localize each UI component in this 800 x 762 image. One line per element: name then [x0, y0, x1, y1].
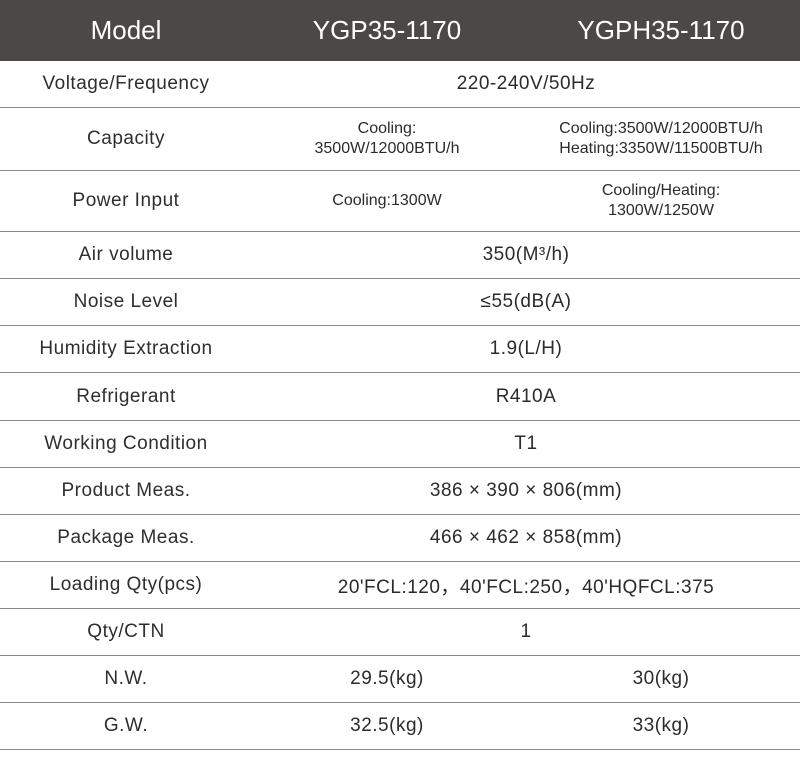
row-value-model-2: Cooling/Heating: 1300W/1250W	[522, 181, 800, 221]
row-label: Loading Qty(pcs)	[49, 574, 203, 595]
table-row: N.W. 29.5(kg) 30(kg)	[0, 656, 800, 703]
row-label: Voltage/Frequency	[42, 73, 210, 94]
row-value: 220-240V/50Hz	[456, 73, 596, 94]
table-row: Package Meas. 466 × 462 × 858(mm)	[0, 515, 800, 562]
row-value: 1.9(L/H)	[489, 338, 563, 359]
row-value: 1	[520, 621, 532, 642]
row-value-model-1: 29.5(kg)	[350, 668, 424, 689]
value-line: Cooling/Heating:	[601, 182, 721, 199]
table-row: Loading Qty(pcs) 20'FCL:120，40'FCL:250，4…	[0, 562, 800, 609]
table-row: Voltage/Frequency 220-240V/50Hz	[0, 61, 800, 108]
value-line: Cooling:3500W/12000BTU/h	[559, 120, 763, 137]
table-header: Model YGP35-1170 YGPH35-1170	[0, 0, 800, 61]
table-row: Capacity Cooling: 3500W/12000BTU/h Cooli…	[0, 108, 800, 171]
row-value-model-1: 32.5(kg)	[350, 715, 424, 736]
row-label: Package Meas.	[57, 527, 195, 548]
row-label: Product Meas.	[61, 480, 191, 501]
row-label: Noise Level	[73, 291, 179, 312]
value-line: 1300W/1250W	[608, 202, 714, 219]
value-line: 3500W/12000BTU/h	[314, 140, 460, 157]
header-model-1: YGP35-1170	[312, 15, 462, 45]
row-label: Working Condition	[44, 433, 208, 454]
value-line: Heating:3350W/11500BTU/h	[559, 140, 763, 157]
row-label: G.W.	[103, 715, 149, 736]
row-label: Humidity Extraction	[39, 338, 213, 359]
row-value: 386 × 390 × 806(mm)	[429, 480, 623, 501]
row-value: R410A	[495, 385, 557, 407]
row-value: 20'FCL:120，40'FCL:250，40'HQFCL:375	[337, 576, 715, 598]
row-value-model-2: Cooling:3500W/12000BTU/h Heating:3350W/1…	[522, 119, 800, 159]
row-value: T1	[514, 433, 538, 454]
header-model-2: YGPH35-1170	[577, 15, 745, 45]
table-row: Power Input Cooling:1300W Cooling/Heatin…	[0, 171, 800, 232]
row-label: Air volume	[78, 244, 174, 265]
table-row: Noise Level ≤55(dB(A)	[0, 279, 800, 326]
row-label: Qty/CTN	[87, 621, 165, 642]
table-row: Air volume 350(M³/h)	[0, 232, 800, 279]
value-line: Cooling:	[357, 120, 417, 137]
row-label: N.W.	[104, 668, 148, 689]
table-row: G.W. 32.5(kg) 33(kg)	[0, 703, 800, 750]
row-value: ≤55(dB(A)	[480, 291, 572, 312]
table-row: Product Meas. 386 × 390 × 806(mm)	[0, 468, 800, 515]
row-value-model-1: Cooling:1300W	[332, 192, 442, 209]
row-label: Power Input	[72, 190, 180, 211]
row-value-model-2: 33(kg)	[632, 715, 690, 736]
row-value-model-1: Cooling: 3500W/12000BTU/h	[252, 119, 522, 159]
row-value-model-2: 30(kg)	[632, 668, 690, 689]
row-label: Refrigerant	[76, 385, 176, 407]
row-label: Capacity	[87, 128, 165, 149]
table-row: Qty/CTN 1	[0, 609, 800, 656]
row-value: 466 × 462 × 858(mm)	[429, 527, 623, 548]
header-label: Model	[90, 15, 162, 45]
table-row: Working Condition T1	[0, 421, 800, 468]
table-row: Refrigerant R410A	[0, 373, 800, 421]
table-row: Humidity Extraction 1.9(L/H)	[0, 326, 800, 373]
row-value: 350(M³/h)	[482, 244, 570, 265]
